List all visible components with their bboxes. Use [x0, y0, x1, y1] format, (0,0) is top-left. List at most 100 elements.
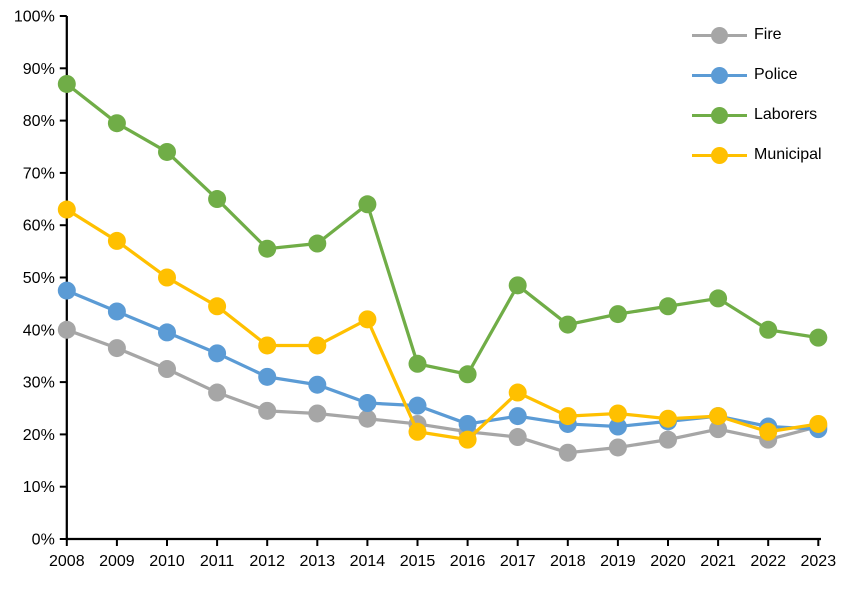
- data-point-municipal-2022: [759, 422, 778, 441]
- legend-item-municipal: Municipal: [692, 135, 822, 175]
- series-line-police: [66, 289, 819, 431]
- y-tick-label: 20%: [23, 427, 55, 444]
- data-point-fire-2014: [358, 409, 377, 428]
- data-point-laborers-2014: [358, 195, 377, 214]
- y-tick-label: 0%: [32, 532, 55, 549]
- laborers-series-swatch-icon: [692, 106, 747, 124]
- legend-item-fire: Fire: [692, 15, 822, 55]
- data-point-laborers-2015: [408, 354, 427, 373]
- x-tick-label: 2010: [149, 553, 185, 570]
- y-tick-label: 50%: [23, 270, 55, 287]
- x-tick-label: 2008: [49, 553, 85, 570]
- x-tick-label: 2020: [650, 553, 686, 570]
- data-point-laborers-2013: [308, 234, 327, 253]
- data-point-laborers-2023: [809, 328, 828, 347]
- data-point-police-2008: [57, 281, 76, 300]
- data-point-municipal-2020: [659, 409, 677, 428]
- legend-item-police: Police: [692, 55, 822, 95]
- y-tick-label: 40%: [23, 322, 55, 339]
- data-point-fire-2013: [308, 404, 327, 423]
- data-point-fire-2009: [107, 339, 126, 358]
- data-point-municipal-2018: [558, 407, 577, 426]
- x-tick-label: 2013: [300, 553, 336, 570]
- legend-label-fire: Fire: [754, 26, 782, 43]
- y-tick-label: 80%: [23, 113, 55, 130]
- data-point-municipal-2016: [458, 430, 477, 449]
- data-point-police-2012: [258, 367, 277, 386]
- data-point-laborers-2011: [208, 190, 227, 209]
- series-line-fire: [66, 328, 819, 455]
- data-point-laborers-2016: [458, 365, 477, 384]
- y-tick-label: 70%: [23, 165, 55, 182]
- legend: Fire Police Laborers Municipal: [692, 15, 822, 175]
- legend-item-laborers: Laborers: [692, 95, 822, 135]
- data-point-municipal-2021: [709, 407, 728, 426]
- data-point-laborers-2019: [608, 305, 627, 324]
- data-point-fire-2011: [208, 383, 227, 402]
- data-point-police-2011: [208, 344, 227, 363]
- data-point-fire-2019: [608, 438, 627, 457]
- data-point-police-2019: [608, 417, 627, 436]
- data-point-police-2009: [107, 302, 126, 321]
- y-tick-label: 100%: [14, 9, 55, 26]
- data-point-municipal-2008: [57, 200, 76, 219]
- data-point-police-2016: [458, 414, 477, 433]
- data-point-fire-2021: [709, 420, 728, 439]
- legend-label-municipal: Municipal: [754, 146, 822, 163]
- data-point-police-2014: [358, 394, 377, 413]
- data-point-fire-2012: [258, 401, 277, 420]
- legend-label-laborers: Laborers: [754, 106, 818, 123]
- x-tick-label: 2017: [500, 553, 536, 570]
- x-tick-label: 2014: [350, 553, 386, 570]
- data-point-municipal-2010: [158, 268, 176, 287]
- data-point-municipal-2023: [809, 414, 828, 433]
- y-tick-label: 60%: [23, 218, 55, 235]
- data-point-laborers-2022: [759, 320, 778, 339]
- data-point-municipal-2012: [258, 336, 277, 355]
- data-point-municipal-2011: [208, 297, 227, 316]
- data-point-police-2013: [308, 375, 327, 394]
- data-point-fire-2017: [508, 428, 527, 447]
- x-tick-label: 2012: [249, 553, 285, 570]
- data-point-police-2015: [408, 396, 427, 415]
- data-point-laborers-2009: [107, 114, 126, 133]
- data-point-municipal-2013: [308, 336, 327, 355]
- data-point-fire-2018: [558, 443, 577, 462]
- data-point-fire-2010: [158, 360, 176, 379]
- x-tick-label: 2019: [600, 553, 636, 570]
- data-point-municipal-2009: [107, 231, 126, 250]
- x-tick-label: 2015: [400, 553, 436, 570]
- data-point-laborers-2020: [659, 297, 677, 316]
- x-tick-label: 2022: [750, 553, 786, 570]
- x-tick-label: 2011: [200, 553, 235, 570]
- fire-series-swatch-icon: [692, 26, 747, 44]
- data-point-laborers-2012: [258, 239, 277, 258]
- x-tick-label: 2023: [801, 553, 837, 570]
- data-point-laborers-2017: [508, 276, 527, 295]
- municipal-series-swatch-icon: [692, 146, 747, 164]
- y-tick-label: 30%: [23, 375, 55, 392]
- x-tick-label: 2009: [99, 553, 135, 570]
- data-point-municipal-2014: [358, 310, 377, 329]
- y-tick-label: 10%: [23, 479, 55, 496]
- data-point-laborers-2021: [709, 289, 728, 308]
- x-tick-label: 2016: [450, 553, 486, 570]
- data-point-municipal-2015: [408, 422, 427, 441]
- data-point-laborers-2010: [158, 142, 176, 161]
- data-point-police-2017: [508, 407, 527, 426]
- series-line-municipal: [65, 208, 819, 442]
- data-point-municipal-2017: [508, 383, 527, 402]
- legend-label-police: Police: [754, 66, 798, 83]
- x-tick-label: 2018: [550, 553, 586, 570]
- data-point-fire-2008: [57, 320, 76, 339]
- data-point-laborers-2018: [558, 315, 577, 334]
- data-point-municipal-2019: [608, 404, 627, 423]
- data-point-police-2010: [158, 323, 176, 342]
- data-point-laborers-2008: [57, 74, 76, 93]
- data-point-fire-2020: [659, 430, 677, 449]
- y-tick-label: 90%: [23, 61, 55, 78]
- series-line-laborers: [65, 82, 819, 377]
- x-tick-label: 2021: [700, 553, 736, 570]
